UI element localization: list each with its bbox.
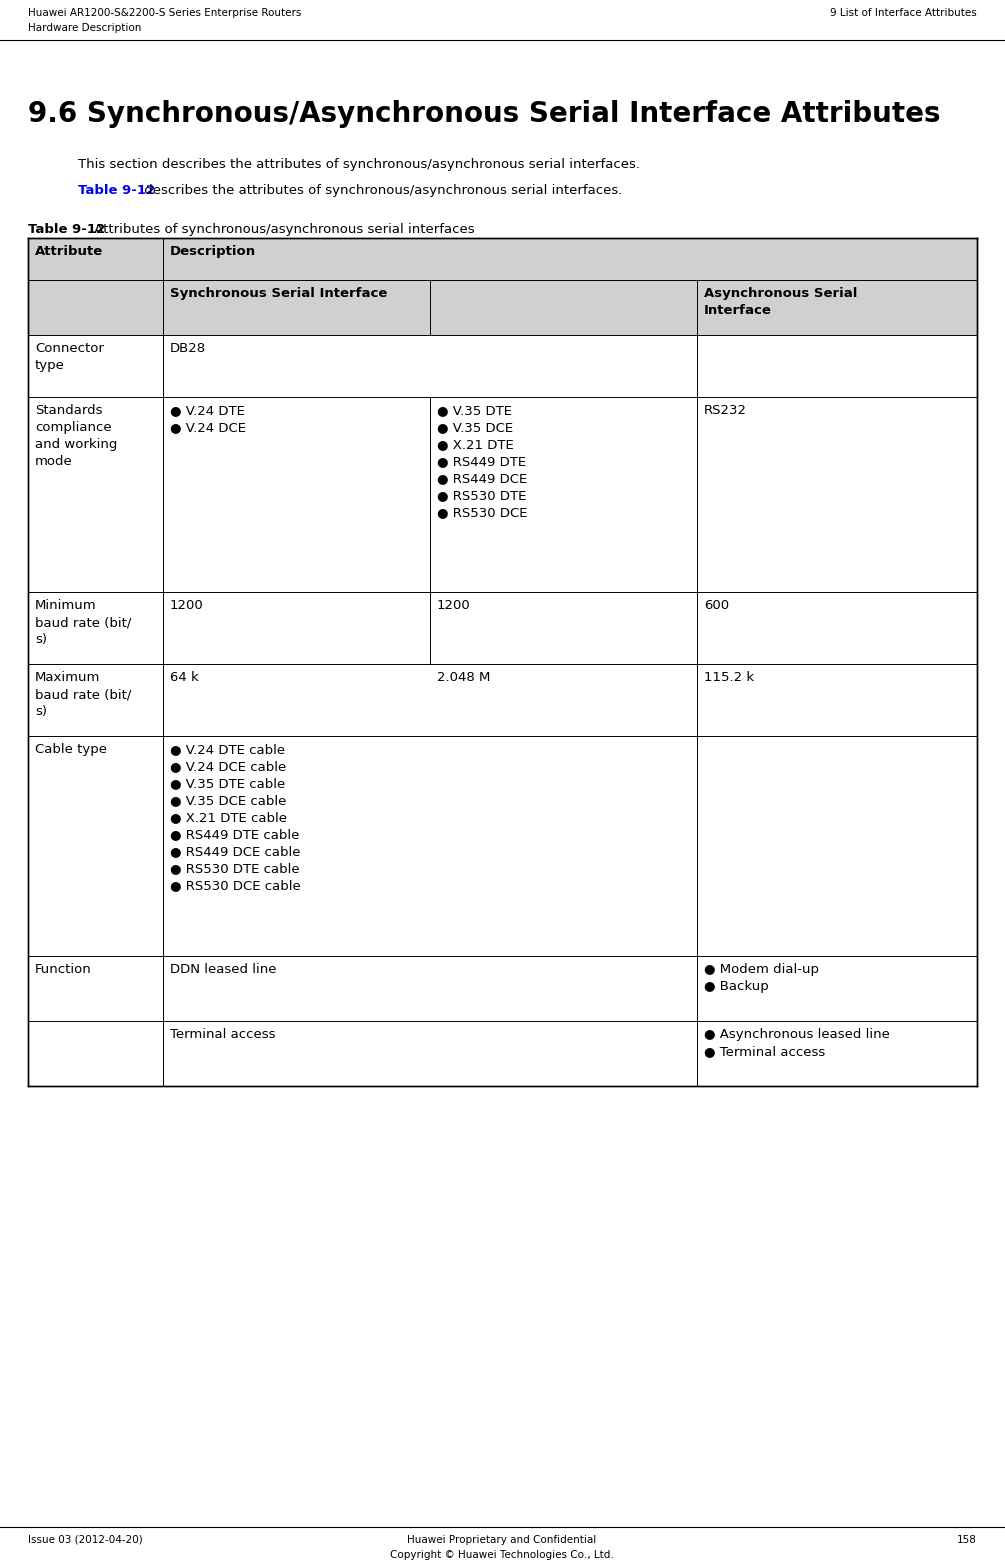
Bar	[28, 335, 977, 396]
Text: 9.6 Synchronous/Asynchronous Serial Interface Attributes: 9.6 Synchronous/Asynchronous Serial Inte…	[28, 100, 941, 128]
Text: DB28: DB28	[170, 342, 206, 356]
Text: Table 9-12: Table 9-12	[78, 183, 155, 197]
Text: describes the attributes of synchronous/asynchronous serial interfaces.: describes the attributes of synchronous/…	[140, 183, 622, 197]
Bar	[28, 592, 977, 664]
Text: Copyright © Huawei Technologies Co., Ltd.: Copyright © Huawei Technologies Co., Ltd…	[390, 1550, 614, 1561]
Text: Terminal access: Terminal access	[170, 1028, 275, 1040]
Text: Issue 03 (2012-04-20): Issue 03 (2012-04-20)	[28, 1536, 143, 1545]
Text: Hardware Description: Hardware Description	[28, 24, 142, 33]
Bar	[28, 1022, 977, 1086]
Text: 600: 600	[704, 599, 729, 613]
Text: 115.2 k: 115.2 k	[704, 671, 754, 685]
Text: Standards
compliance
and working
mode: Standards compliance and working mode	[35, 404, 118, 469]
Text: Connector
type: Connector type	[35, 342, 104, 371]
Bar	[29, 1020, 162, 1022]
Text: Cable type: Cable type	[35, 743, 107, 755]
Text: 9 List of Interface Attributes: 9 List of Interface Attributes	[830, 8, 977, 17]
Text: RS232: RS232	[704, 404, 747, 417]
Text: Maximum
baud rate (bit/
s): Maximum baud rate (bit/ s)	[35, 671, 132, 718]
Text: This section describes the attributes of synchronous/asynchronous serial interfa: This section describes the attributes of…	[78, 158, 640, 171]
Text: Asynchronous Serial
Interface: Asynchronous Serial Interface	[704, 287, 857, 317]
Bar	[28, 664, 977, 736]
Text: Description: Description	[170, 244, 256, 259]
Text: 1200: 1200	[170, 599, 204, 613]
Text: DDN leased line: DDN leased line	[170, 964, 276, 976]
Text: ● V.24 DTE cable
● V.24 DCE cable
● V.35 DTE cable
● V.35 DCE cable
● X.21 DTE c: ● V.24 DTE cable ● V.24 DCE cable ● V.35…	[170, 743, 300, 892]
Text: 1200: 1200	[437, 599, 470, 613]
Text: 64 k: 64 k	[170, 671, 199, 685]
Text: 2.048 M: 2.048 M	[437, 671, 490, 685]
Text: Function: Function	[35, 964, 91, 976]
Text: Table 9-12: Table 9-12	[28, 223, 106, 237]
Text: Huawei AR1200-S&2200-S Series Enterprise Routers: Huawei AR1200-S&2200-S Series Enterprise…	[28, 8, 301, 17]
Bar	[28, 396, 977, 592]
Text: Attribute: Attribute	[35, 244, 104, 259]
Text: ● V.24 DTE
● V.24 DCE: ● V.24 DTE ● V.24 DCE	[170, 404, 246, 434]
Text: Huawei Proprietary and Confidential: Huawei Proprietary and Confidential	[407, 1536, 597, 1545]
Bar	[28, 280, 977, 335]
Text: ● Asynchronous leased line
● Terminal access: ● Asynchronous leased line ● Terminal ac…	[704, 1028, 889, 1058]
Bar	[28, 956, 977, 1022]
Text: Attributes of synchronous/asynchronous serial interfaces: Attributes of synchronous/asynchronous s…	[90, 223, 474, 237]
Text: Minimum
baud rate (bit/
s): Minimum baud rate (bit/ s)	[35, 599, 132, 646]
Text: Synchronous Serial Interface: Synchronous Serial Interface	[170, 287, 387, 299]
Bar	[28, 736, 977, 956]
Bar	[28, 238, 977, 280]
Text: ● V.35 DTE
● V.35 DCE
● X.21 DTE
● RS449 DTE
● RS449 DCE
● RS530 DTE
● RS530 DCE: ● V.35 DTE ● V.35 DCE ● X.21 DTE ● RS449…	[437, 404, 528, 519]
Text: 158: 158	[957, 1536, 977, 1545]
Text: ● Modem dial-up
● Backup: ● Modem dial-up ● Backup	[704, 964, 819, 993]
